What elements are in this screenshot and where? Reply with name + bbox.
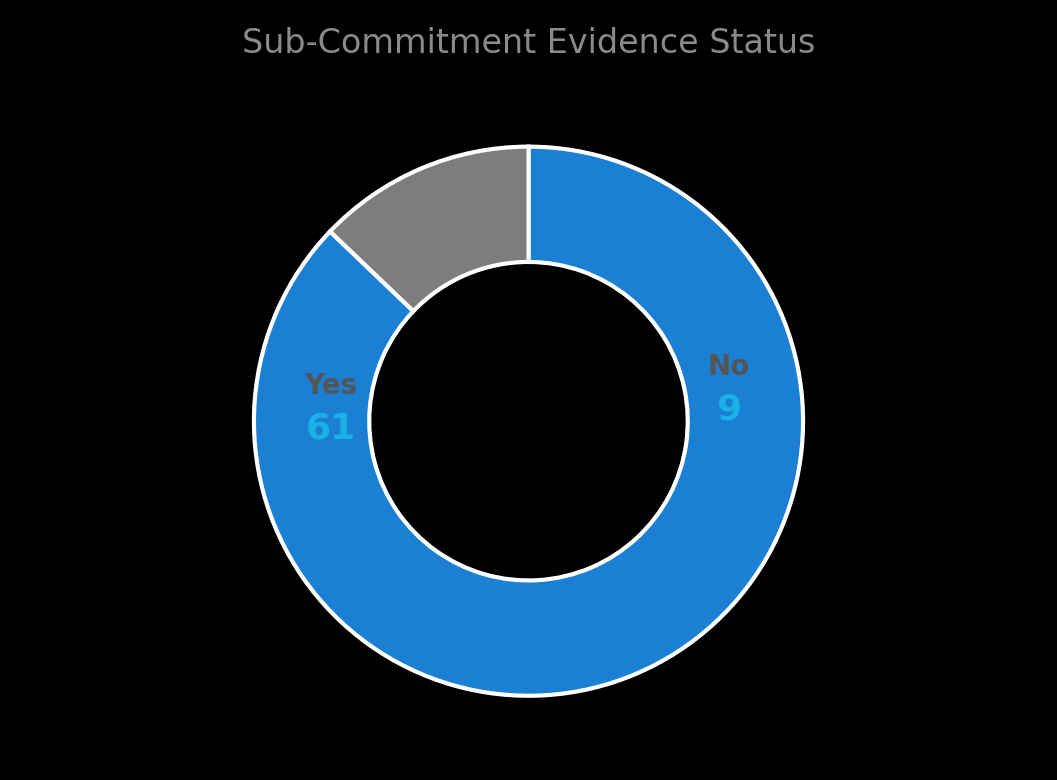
Wedge shape xyxy=(254,147,803,696)
Title: Sub-Commitment Evidence Status: Sub-Commitment Evidence Status xyxy=(242,27,815,60)
Text: Yes: Yes xyxy=(304,372,357,400)
Text: 61: 61 xyxy=(305,412,356,446)
Text: No: No xyxy=(708,353,750,381)
Text: 9: 9 xyxy=(717,392,742,427)
Wedge shape xyxy=(330,147,528,311)
